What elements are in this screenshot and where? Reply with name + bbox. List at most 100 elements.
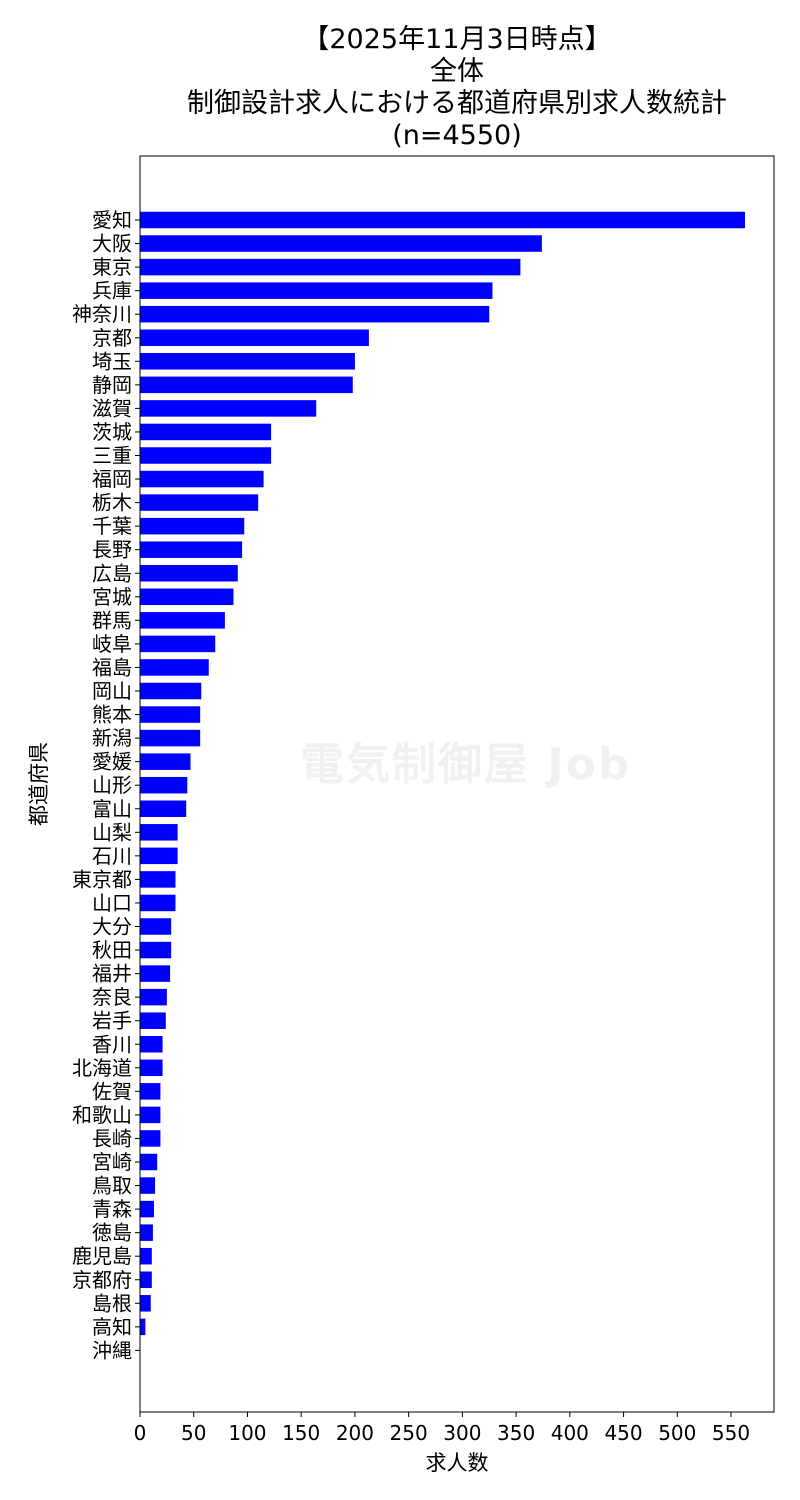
y-tick-label: 大阪 — [92, 232, 132, 256]
bar-0 — [140, 211, 745, 229]
bar-38 — [140, 1106, 161, 1124]
y-tick-label: 長崎 — [92, 1126, 132, 1150]
y-tick-label: 岡山 — [92, 679, 132, 703]
bar-26 — [140, 824, 178, 841]
y-tick-label: 山梨 — [92, 820, 132, 844]
bar-27 — [140, 847, 178, 865]
y-tick-label: 福岡 — [92, 467, 132, 491]
bar-36 — [140, 1059, 163, 1077]
bar-1 — [140, 235, 542, 252]
bar-43 — [140, 1224, 153, 1241]
y-tick-label: 沖縄 — [92, 1338, 132, 1362]
bars-layer — [140, 211, 745, 1336]
y-tick-label: 静岡 — [92, 373, 132, 397]
y-tick-label: 鳥取 — [92, 1174, 132, 1198]
y-tick-label: 鹿児島 — [72, 1244, 132, 1268]
bar-32 — [140, 965, 171, 982]
y-tick-label: 京都府 — [72, 1268, 132, 1292]
y-tick-label: 京都 — [92, 326, 132, 350]
x-tick-labels: 0 50 100 150 200 250 300 350 400 450 500 550 — [134, 1412, 750, 1445]
bar-17 — [140, 612, 225, 629]
bar-12 — [140, 494, 259, 511]
y-tick-label: 栃木 — [92, 491, 132, 515]
y-tick-label: 愛媛 — [92, 750, 132, 774]
y-tick-label: 奈良 — [92, 985, 132, 1009]
x-tick-label: 400 — [551, 1421, 589, 1445]
title-line-4: (n=4550) — [392, 120, 522, 151]
bar-13 — [140, 517, 245, 535]
y-tick-label: 石川 — [92, 844, 132, 868]
x-tick-label: 100 — [228, 1421, 266, 1445]
bar-2 — [140, 258, 521, 276]
bar-19 — [140, 659, 209, 676]
bar-21 — [140, 706, 201, 723]
y-tick-label: 兵庫 — [92, 279, 132, 303]
x-tick-label: 200 — [336, 1421, 374, 1445]
y-tick-label: 群馬 — [92, 608, 132, 632]
x-tick-label: 250 — [390, 1421, 428, 1445]
x-tick-label: 300 — [443, 1421, 481, 1445]
bar-25 — [140, 800, 187, 817]
bar-44 — [140, 1247, 152, 1265]
bar-6 — [140, 353, 355, 370]
title-line-1: 【2025年11月3日時点】 — [302, 24, 612, 55]
x-tick-label: 0 — [134, 1421, 147, 1445]
y-tick-label: 長野 — [92, 538, 132, 562]
y-tick-label: 岐阜 — [92, 632, 132, 656]
y-tick-label: 新潟 — [92, 726, 132, 750]
x-axis-label: 求人数 — [426, 1451, 489, 1475]
bar-7 — [140, 376, 353, 394]
y-tick-label: 宮城 — [92, 585, 132, 609]
bar-31 — [140, 941, 172, 959]
y-tick-label: 滋賀 — [92, 396, 132, 420]
y-tick-label: 千葉 — [92, 514, 132, 538]
y-tick-label: 神奈川 — [72, 302, 132, 326]
y-tick-label: 埼玉 — [92, 349, 132, 373]
bar-20 — [140, 682, 202, 700]
bar-4 — [140, 305, 490, 323]
bar-30 — [140, 918, 172, 935]
title-line-3: 制御設計求人における都道府県別求人数統計 — [187, 88, 727, 119]
x-tick-label: 500 — [658, 1421, 696, 1445]
y-tick-label: 佐賀 — [92, 1079, 132, 1103]
bar-28 — [140, 871, 176, 888]
y-tick-label: 大分 — [92, 915, 132, 939]
y-tick-label: 広島 — [92, 561, 132, 585]
y-tick-label: 岩手 — [92, 1009, 132, 1033]
bar-46 — [140, 1295, 151, 1312]
bar-41 — [140, 1177, 156, 1194]
y-tick-label: 秋田 — [92, 938, 132, 962]
bar-22 — [140, 729, 201, 747]
x-tick-label: 50 — [181, 1421, 206, 1445]
y-tick-label: 青森 — [92, 1197, 132, 1221]
y-tick-label: 富山 — [92, 797, 132, 821]
bar-11 — [140, 470, 264, 488]
bar-15 — [140, 565, 238, 582]
bar-23 — [140, 753, 191, 770]
x-tick-label: 450 — [604, 1421, 642, 1445]
bar-16 — [140, 588, 234, 606]
bar-47 — [140, 1318, 146, 1336]
plot-frame — [139, 155, 775, 1413]
bar-34 — [140, 1012, 166, 1029]
y-axis-label: 都道府県 — [27, 742, 51, 826]
bar-5 — [140, 329, 369, 346]
x-tick-label: 350 — [497, 1421, 535, 1445]
y-tick-label: 徳島 — [92, 1221, 132, 1245]
y-tick-label: 東京都 — [72, 867, 132, 891]
bar-39 — [140, 1130, 161, 1147]
bar-33 — [140, 988, 167, 1006]
bar-42 — [140, 1200, 154, 1218]
bar-14 — [140, 541, 243, 558]
bar-3 — [140, 282, 493, 299]
y-tick-label: 三重 — [92, 444, 132, 468]
y-tick-label: 東京 — [92, 255, 132, 279]
y-tick-label: 和歌山 — [72, 1103, 132, 1127]
y-tick-label: 山形 — [92, 773, 132, 797]
y-tick-label: 宮崎 — [92, 1150, 132, 1174]
y-tick-label: 愛知 — [92, 208, 132, 232]
bar-24 — [140, 776, 188, 794]
y-tick-label: 北海道 — [72, 1056, 132, 1080]
y-tick-label: 山口 — [92, 891, 132, 915]
